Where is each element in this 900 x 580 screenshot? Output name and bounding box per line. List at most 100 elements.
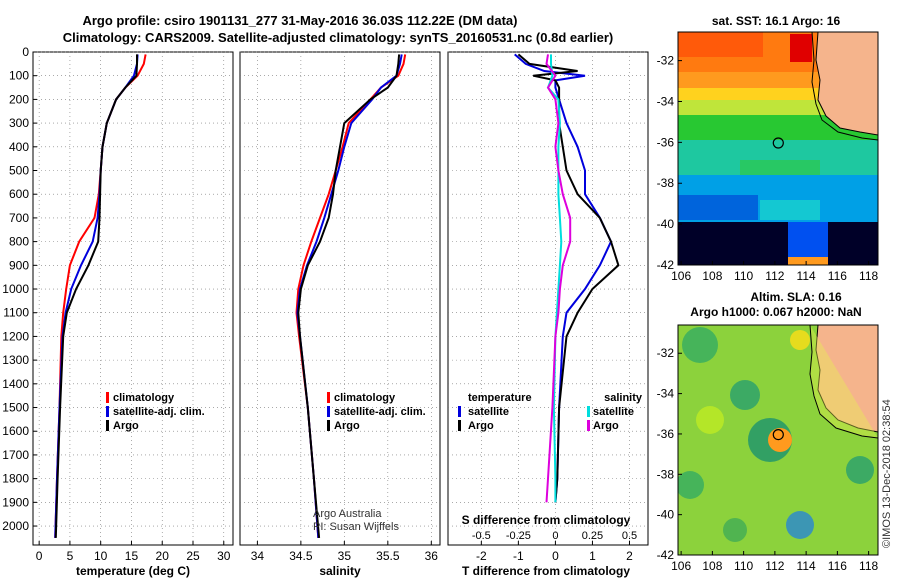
legend-satellite-label: satellite-adj. clim. (334, 406, 426, 418)
depth-tick-label: 1100 (3, 306, 29, 320)
legend-climatology-label: climatology (113, 392, 175, 404)
sst-lat-label: -40 (657, 217, 675, 231)
s-difference-tick-label: -0.5 (472, 530, 491, 542)
temperature-tick-label: 30 (217, 549, 231, 563)
sst-lat-label: -42 (657, 258, 675, 272)
sla-lat-label: -38 (657, 467, 675, 481)
s-difference-xlabel: S difference from climatology (462, 513, 631, 527)
sst-lon-label: 112 (765, 269, 784, 283)
sla-lon-label: 106 (671, 559, 691, 573)
depth-tick-label: 400 (9, 140, 29, 154)
temperature-tick-label: 15 (125, 549, 139, 563)
depth-tick-label: 1300 (2, 353, 29, 367)
land-mass (815, 325, 878, 433)
depth-tick-label: 1400 (2, 377, 29, 391)
temperature-xlabel: temperature (deg C) (76, 564, 190, 578)
depth-tick-label: 1000 (2, 282, 29, 296)
sst-lon-label: 116 (828, 269, 847, 283)
sla-longitude-labels: 106 108 110 112 114 116 118 (671, 551, 879, 573)
temperature-panel: 0100200300400500600700800900100011001200… (2, 45, 234, 578)
temperature-tick-label: 10 (94, 549, 108, 563)
difference-tick-label: 2 (626, 549, 633, 563)
sla-map-frame (677, 324, 879, 556)
legend-t-satellite-label: satellite (468, 406, 509, 418)
s-difference-tick-label: 0 (552, 530, 558, 542)
sla-lon-label: 118 (859, 559, 878, 573)
difference-tick-label: 1 (589, 549, 596, 563)
sla-map-panel: Altim. SLA: 0.16 Argo h1000: 0.067 h2000… (657, 290, 879, 573)
depth-tick-label: 800 (9, 235, 29, 249)
salinity-tick-label: 36 (425, 549, 439, 563)
sst-lon-label: 108 (702, 269, 722, 283)
legend-argo-marker (327, 420, 330, 431)
legend-s-satellite-label: satellite (593, 406, 634, 418)
differences-legend: temperature satellite Argo salinity sate… (458, 392, 643, 432)
t-difference-xlabel: T difference from climatology (462, 564, 630, 578)
sla-lat-label: -32 (657, 346, 675, 360)
argo-float-marker (772, 429, 784, 441)
sst-lat-label: -34 (657, 94, 675, 108)
difference-tick-label: 0 (552, 549, 559, 563)
temperature-tick-label: 20 (156, 549, 170, 563)
sla-lon-label: 108 (702, 559, 722, 573)
series-salinity-argo (545, 54, 572, 503)
sst-lon-label: 106 (671, 269, 691, 283)
legend-climatology-marker (327, 392, 330, 403)
temperature-tick-label: 5 (67, 549, 74, 563)
salinity-tick-label: 34.5 (289, 549, 313, 563)
sst-longitude-labels: 106 108 110 112 114 116 118 (671, 261, 879, 283)
title-line-1: Argo profile: csiro 1901131_277 31-May-2… (82, 13, 517, 28)
legend-salinity-header: salinity (604, 392, 643, 404)
legend-satellite-marker (106, 406, 109, 417)
sst-lat-label: -32 (657, 54, 675, 68)
salinity-tick-label: 34 (251, 549, 265, 563)
legend-s-argo-label: Argo (593, 420, 619, 432)
series-argo (54, 54, 138, 538)
sla-lon-label: 116 (828, 559, 847, 573)
depth-tick-label: 200 (9, 92, 29, 106)
series-satellite-adj-clim- (54, 54, 139, 538)
legend-temperature-header: temperature (468, 392, 532, 404)
salinity-tick-label: 35.5 (376, 549, 400, 563)
salinity-plot-frame (239, 51, 441, 546)
depth-tick-label: 600 (9, 187, 29, 201)
s-difference-tick-label: 0.5 (622, 530, 637, 542)
sla-lat-label: -40 (657, 508, 675, 522)
sst-lon-label: 110 (734, 269, 753, 283)
differences-panel: -2 -1 0 1 2 -0.5 -0.25 0 0.25 0.5 T difference f… (447, 51, 649, 578)
sst-map-frame (677, 31, 879, 266)
depth-tick-label: 1600 (2, 424, 29, 438)
depth-tick-labels: 0 100 200 300 400 500 600 700 800 900 1000 1100 1200… (2, 45, 37, 533)
temperature-tick-labels: 0 5 10 15 20 25 30 (36, 549, 231, 563)
depth-tick-label: 700 (9, 211, 29, 225)
land-mass (815, 32, 878, 136)
sst-map-title: sat. SST: 16.1 Argo: 16 (712, 14, 841, 28)
temperature-lines (54, 54, 147, 538)
s-difference-tick-label: -0.25 (506, 530, 531, 542)
salinity-panel: 34 34.5 35 35.5 36 salinity climatology sate… (239, 51, 441, 578)
series-temperature-satellite (514, 53, 613, 503)
temperature-tick-label: 0 (36, 549, 43, 563)
legend-s-satellite-marker (587, 406, 590, 417)
salinity-grid (240, 51, 440, 545)
depth-tick-label: 500 (9, 164, 29, 178)
depth-tick-label: 2000 (2, 519, 29, 533)
sst-lat-label: -38 (657, 176, 675, 190)
sla-map-title: Altim. SLA: 0.16 (750, 290, 842, 304)
legend-s-argo-marker (587, 420, 590, 431)
salinity-lines (295, 54, 407, 538)
difference-tick-label: -2 (476, 549, 487, 563)
s-difference-tick-label: 0.25 (582, 530, 603, 542)
credit-institution: Argo Australia (313, 508, 382, 520)
salinity-xlabel: salinity (319, 564, 361, 578)
sla-lon-label: 110 (734, 559, 753, 573)
difference-lines (514, 53, 620, 503)
legend-argo-marker (106, 420, 109, 431)
t-difference-tick-labels: -2 -1 0 1 2 (476, 549, 633, 563)
salinity-tick-label: 35 (338, 549, 352, 563)
sla-map-subtitle: Argo h1000: 0.067 h2000: NaN (690, 305, 861, 319)
argo-float-marker (772, 137, 784, 149)
difference-tick-label: -1 (513, 549, 524, 563)
salinity-legend: climatology satellite-adj. clim. Argo (327, 392, 426, 432)
